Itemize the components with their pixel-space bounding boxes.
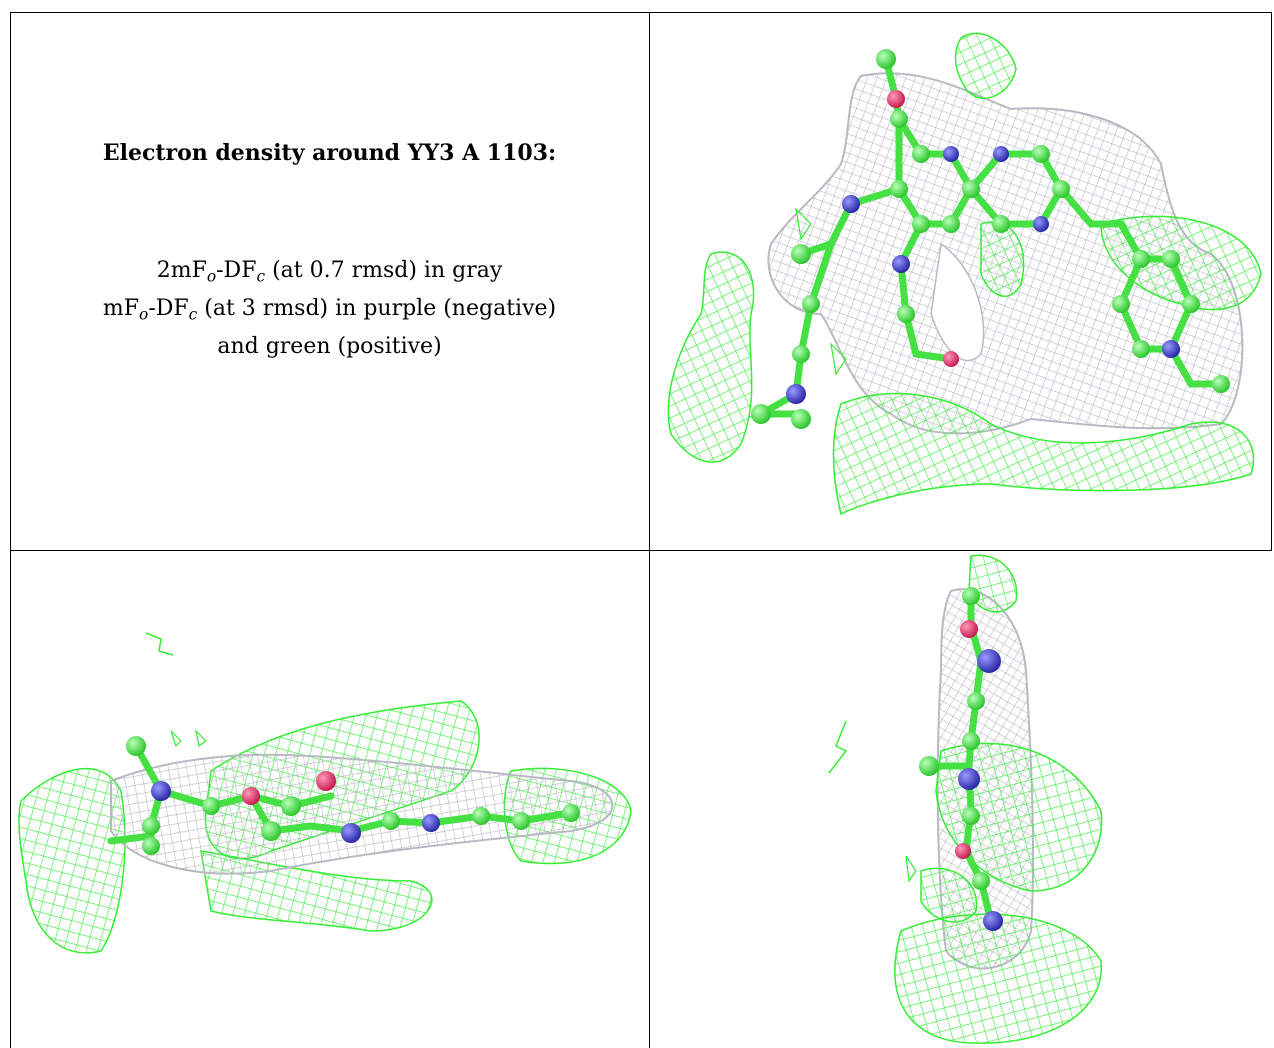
- carbon-atom: [876, 49, 896, 69]
- nitrogen-atom: [151, 781, 171, 801]
- carbon-atom: [972, 872, 990, 890]
- oxygen-atom: [955, 843, 971, 859]
- legend-line-gray: 2mFo-DFc (at 0.7 rmsd) in gray: [156, 258, 503, 286]
- table-right-border: [1271, 12, 1272, 550]
- carbon-atom: [126, 736, 146, 756]
- carbon-atom: [1212, 375, 1230, 393]
- carbon-atom: [1052, 180, 1070, 198]
- nitrogen-atom: [786, 384, 806, 404]
- gray-density-mesh: [110, 753, 614, 875]
- carbon-atom: [1132, 250, 1150, 268]
- density-panel-edge-view: [11, 551, 649, 1048]
- nitrogen-atom: [422, 814, 440, 832]
- carbon-atom: [1112, 295, 1130, 313]
- carbon-atom: [512, 812, 530, 830]
- oxygen-atom: [316, 771, 336, 791]
- carbon-atom: [792, 345, 810, 363]
- nitrogen-atom: [983, 911, 1003, 931]
- carbon-atom: [142, 837, 160, 855]
- carbon-atom: [1032, 145, 1050, 163]
- table-left-border: [10, 12, 11, 1048]
- legend-line-positive: and green (positive): [217, 334, 442, 359]
- legend-line-difference: mFo-DFc (at 3 rmsd) in purple (negative): [102, 296, 557, 324]
- carbon-atom: [261, 821, 281, 841]
- nitrogen-atom: [993, 146, 1009, 162]
- table-middle-border: [10, 550, 1272, 551]
- nitrogen-atom: [943, 146, 959, 162]
- carbon-atom: [912, 215, 930, 233]
- carbon-atom: [1182, 295, 1200, 313]
- density-panel-side-view: [651, 551, 1271, 1048]
- table-top-border: [10, 12, 1272, 13]
- carbon-atom: [962, 807, 980, 825]
- figure-title: Electron density around YY3 A 1103:: [102, 140, 557, 166]
- oxygen-atom: [943, 351, 959, 367]
- table-center-border: [649, 12, 650, 1048]
- carbon-atom: [962, 587, 980, 605]
- carbon-atom: [791, 244, 811, 264]
- carbon-atom: [942, 215, 960, 233]
- carbon-atom: [1162, 250, 1180, 268]
- nitrogen-atom: [842, 195, 860, 213]
- ligand-atoms: [751, 49, 1230, 429]
- ligand-atoms: [919, 587, 1003, 931]
- oxygen-atom: [887, 90, 905, 108]
- carbon-atom: [897, 305, 915, 323]
- nitrogen-atom: [958, 768, 980, 790]
- carbon-atom: [802, 295, 820, 313]
- nitrogen-atom: [341, 823, 361, 843]
- nitrogen-atom: [1162, 340, 1180, 358]
- green-positive-mesh: [667, 32, 1262, 516]
- oxygen-atom: [242, 787, 260, 805]
- carbon-atom: [791, 409, 811, 429]
- carbon-atom: [962, 180, 980, 198]
- carbon-atom: [912, 145, 930, 163]
- carbon-atom: [202, 797, 220, 815]
- carbon-atom: [992, 215, 1010, 233]
- nitrogen-atom: [1033, 216, 1049, 232]
- nitrogen-atom: [892, 255, 910, 273]
- carbon-atom: [967, 692, 985, 710]
- legend-cell: Electron density around YY3 A 1103: 2mFo…: [10, 12, 649, 550]
- density-panel-face-view: [651, 14, 1271, 549]
- nitrogen-atom: [977, 649, 1001, 673]
- carbon-atom: [890, 180, 908, 198]
- carbon-atom: [382, 812, 400, 830]
- figure-table: [10, 12, 1272, 1048]
- carbon-atom: [142, 817, 160, 835]
- carbon-atom: [1132, 340, 1150, 358]
- green-positive-mesh: [828, 554, 1103, 1044]
- carbon-atom: [562, 804, 580, 822]
- carbon-atom: [919, 756, 939, 776]
- carbon-atom: [962, 732, 980, 750]
- oxygen-atom: [960, 620, 978, 638]
- ligand-atoms: [126, 736, 580, 855]
- carbon-atom: [281, 796, 301, 816]
- carbon-atom: [751, 404, 771, 424]
- carbon-atom: [472, 807, 490, 825]
- carbon-atom: [890, 110, 908, 128]
